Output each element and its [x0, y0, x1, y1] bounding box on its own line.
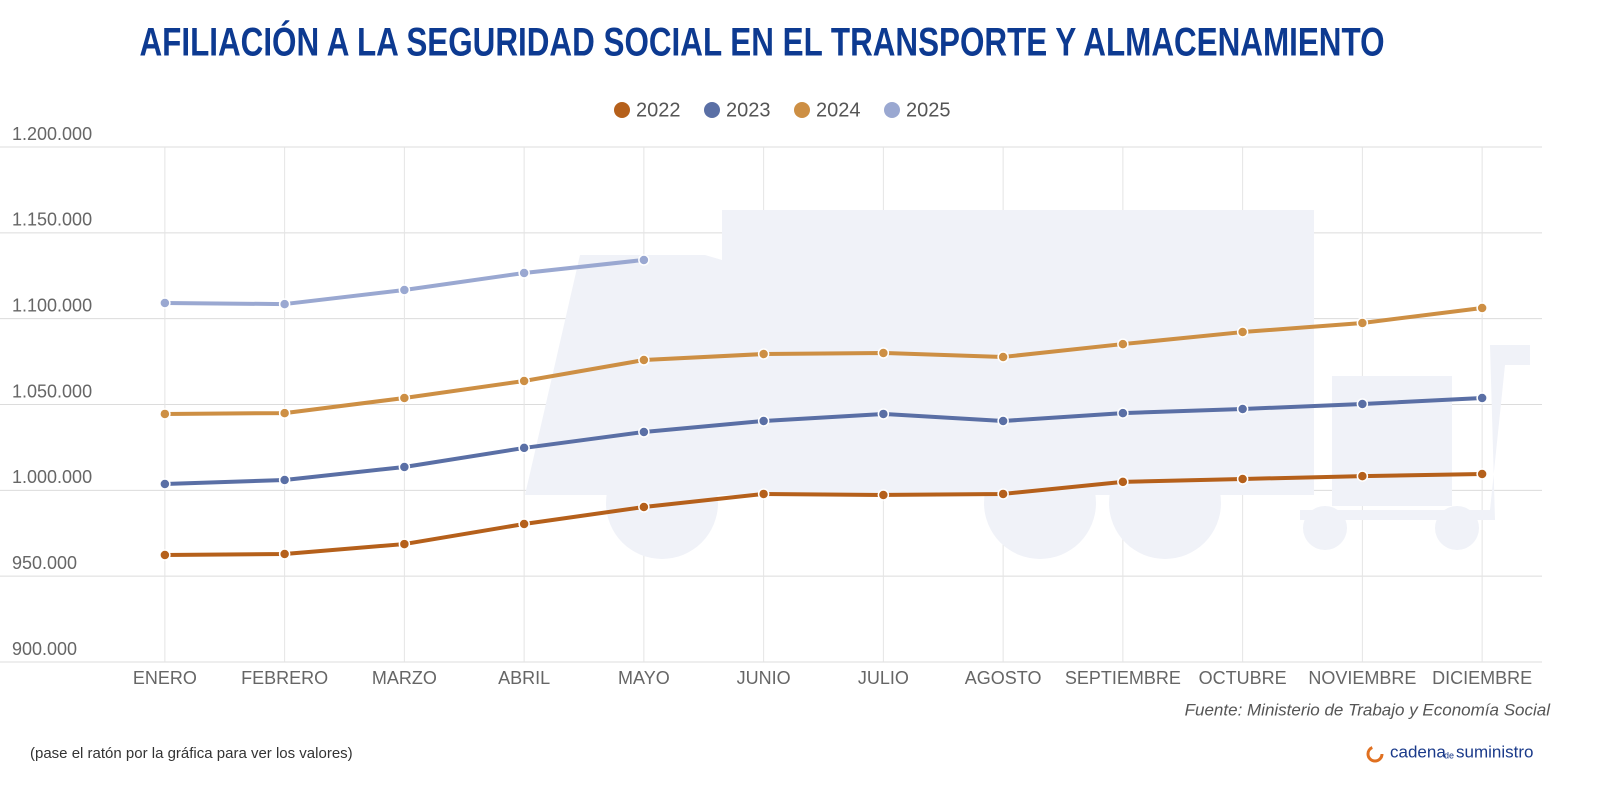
- data-point: [638, 501, 650, 513]
- x-tick-label: OCTUBRE: [1199, 668, 1287, 688]
- legend-marker: [614, 102, 630, 118]
- data-point: [877, 489, 890, 501]
- data-point: [1356, 398, 1369, 410]
- data-point: [877, 347, 890, 359]
- legend-label: 2025: [906, 99, 951, 121]
- data-point: [997, 415, 1009, 427]
- data-point: [1356, 470, 1369, 482]
- x-tick-label: FEBRERO: [241, 668, 328, 688]
- data-point: [159, 297, 171, 309]
- data-point: [1117, 407, 1129, 419]
- data-point: [1356, 317, 1369, 329]
- series-line: [164, 395, 1483, 486]
- series-line: [164, 472, 1483, 558]
- data-point: [159, 478, 171, 490]
- data-point: [1476, 468, 1488, 480]
- legend-label: 2023: [726, 99, 771, 121]
- data-point: [1476, 392, 1488, 404]
- x-tick-label: ABRIL: [498, 668, 550, 688]
- data-point: [757, 348, 770, 360]
- brand-text: de: [1444, 750, 1454, 760]
- y-tick-label: 900.000: [12, 639, 77, 659]
- data-point: [1236, 326, 1249, 338]
- note: (pase el ratón por la gráfica para ver l…: [30, 745, 353, 762]
- legend-marker: [794, 102, 810, 118]
- x-tick-label: MARZO: [372, 668, 437, 688]
- brand: cadena de suministro: [1366, 742, 1533, 763]
- data-point: [518, 442, 530, 454]
- data-point: [159, 408, 171, 420]
- x-tick-label: MAYO: [618, 668, 670, 688]
- x-tick-label: JULIO: [858, 668, 909, 688]
- data-point: [398, 284, 411, 296]
- legend-marker: [884, 102, 900, 118]
- data-point: [757, 415, 770, 427]
- data-point: [1236, 403, 1249, 415]
- y-tick-label: 950.000: [12, 553, 77, 573]
- series-line: [164, 306, 1483, 416]
- y-tick-label: 1.100.000: [12, 295, 92, 315]
- data-point: [278, 298, 291, 310]
- y-tick-label: 1.000.000: [12, 467, 92, 487]
- data-point: [278, 548, 291, 560]
- data-point: [398, 461, 411, 473]
- chart-title: AFILIACIÓN A LA SEGURIDAD SOCIAL EN EL T…: [140, 19, 1385, 65]
- y-tick-label: 1.050.000: [12, 381, 92, 401]
- data-point: [1236, 473, 1249, 485]
- brand-icon: [1366, 745, 1384, 763]
- x-tick-label: NOVIEMBRE: [1308, 668, 1416, 688]
- y-tick-label: 1.200.000: [12, 124, 92, 144]
- data-point: [278, 407, 291, 419]
- data-point: [638, 254, 650, 266]
- data-point: [638, 354, 650, 366]
- x-tick-label: SEPTIEMBRE: [1065, 668, 1181, 688]
- data-point: [518, 375, 530, 387]
- data-point: [1117, 338, 1129, 350]
- data-point: [398, 392, 411, 404]
- data-point: [518, 518, 530, 530]
- legend-marker: [704, 102, 720, 118]
- data-point: [518, 267, 530, 279]
- data-point: [877, 408, 890, 420]
- data-point: [1117, 476, 1129, 488]
- legend-label: 2024: [816, 99, 861, 121]
- data-point: [757, 488, 770, 500]
- data-point: [1476, 302, 1488, 314]
- data-point: [159, 549, 171, 561]
- y-tick-label: 1.150.000: [12, 210, 92, 230]
- legend-label: 2022: [636, 99, 681, 121]
- data-point: [997, 488, 1009, 500]
- x-tick-label: DICIEMBRE: [1432, 668, 1532, 688]
- data-point: [398, 538, 411, 550]
- data-point: [997, 351, 1009, 363]
- data-point: [278, 474, 291, 486]
- x-tick-label: ENERO: [133, 668, 197, 688]
- data-point: [638, 426, 650, 438]
- brand-text: suministro: [1456, 742, 1533, 761]
- x-tick-label: AGOSTO: [965, 668, 1042, 688]
- x-tick-label: JUNIO: [737, 668, 791, 688]
- truck-illustration: [525, 210, 1530, 559]
- brand-text: cadena: [1390, 742, 1446, 761]
- source: Fuente: Ministerio de Trabajo y Economía…: [1185, 700, 1552, 719]
